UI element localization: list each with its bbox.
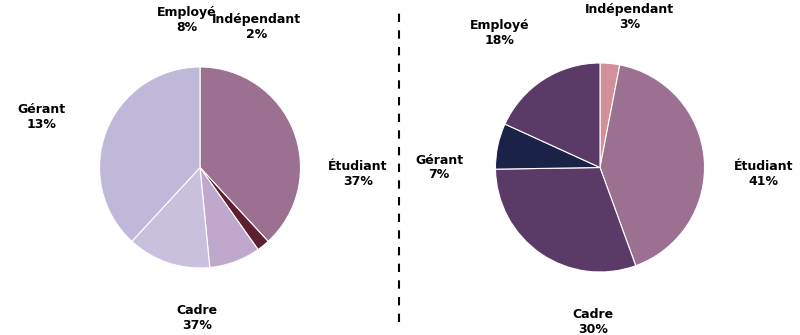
Wedge shape <box>600 63 620 168</box>
Text: Cadre
37%: Cadre 37% <box>177 304 218 332</box>
Wedge shape <box>495 124 600 169</box>
Wedge shape <box>99 67 200 242</box>
Wedge shape <box>600 65 705 266</box>
Wedge shape <box>200 168 268 250</box>
Text: Employé
18%: Employé 18% <box>470 19 530 48</box>
Text: Étudiant
41%: Étudiant 41% <box>734 160 794 188</box>
Wedge shape <box>132 168 210 268</box>
Text: Indépendant
2%: Indépendant 2% <box>212 13 301 41</box>
Text: Gérant
7%: Gérant 7% <box>415 153 463 182</box>
Text: Gérant
13%: Gérant 13% <box>18 103 66 131</box>
Text: Étudiant
37%: Étudiant 37% <box>328 160 388 188</box>
Text: Cadre
30%: Cadre 30% <box>573 308 614 335</box>
Wedge shape <box>495 168 636 272</box>
Wedge shape <box>200 67 301 242</box>
Text: Employé
8%: Employé 8% <box>157 6 217 34</box>
Wedge shape <box>200 168 258 268</box>
Text: Indépendant
3%: Indépendant 3% <box>585 3 674 31</box>
Wedge shape <box>505 63 600 168</box>
